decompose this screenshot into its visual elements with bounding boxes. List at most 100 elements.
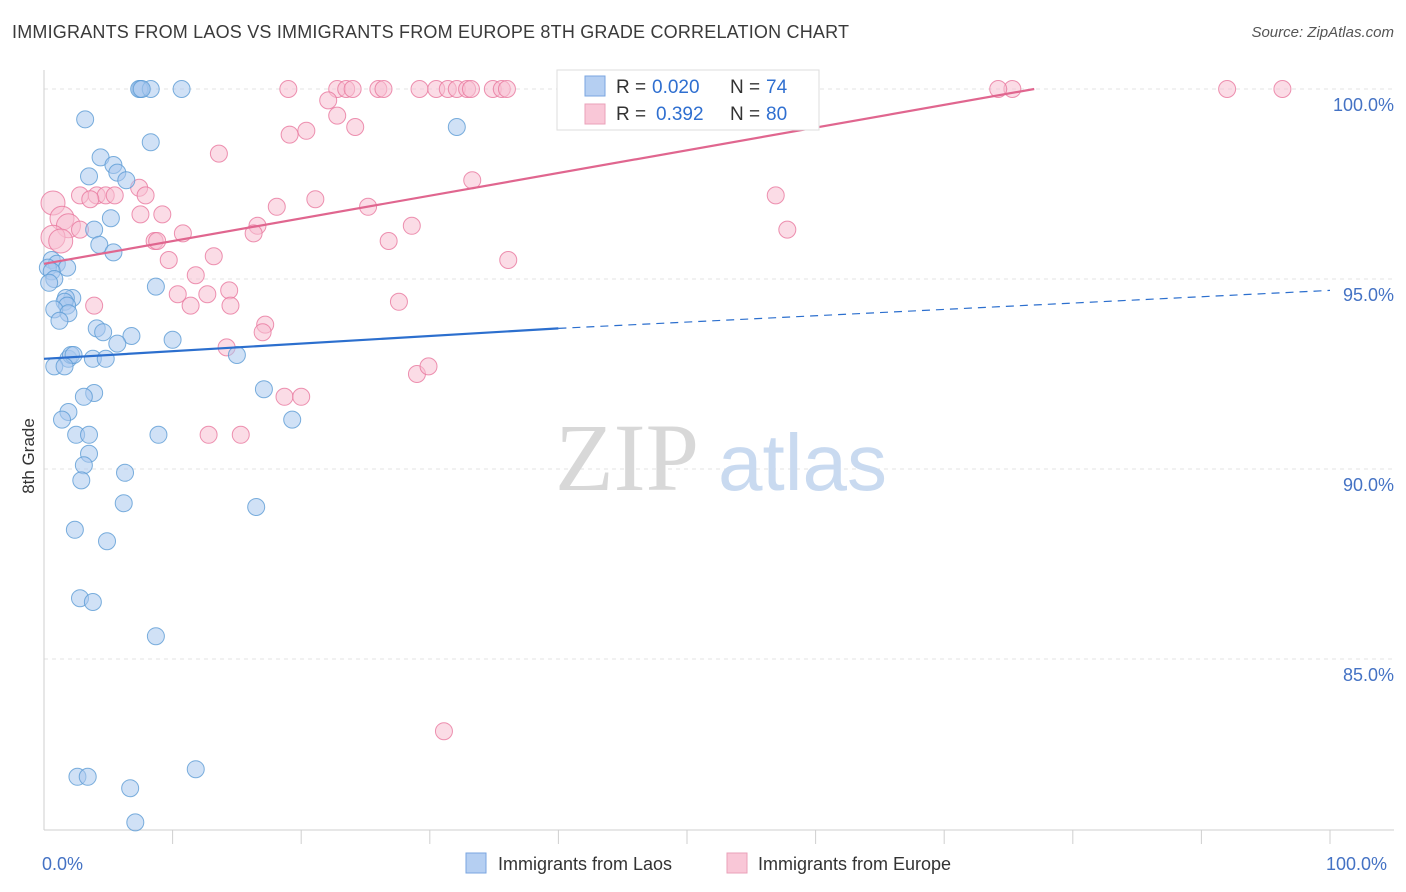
legend-n-value-europe: 80	[766, 104, 787, 125]
europe-point	[766, 186, 785, 205]
europe-point	[346, 118, 365, 136]
europe-point	[297, 121, 316, 140]
europe-point	[198, 285, 217, 304]
laos-point	[65, 520, 84, 539]
laos-point	[172, 80, 191, 98]
laos-point	[126, 813, 145, 832]
europe-point	[402, 216, 421, 235]
europe-point	[231, 425, 250, 444]
chart-title: IMMIGRANTS FROM LAOS VS IMMIGRANTS FROM …	[12, 22, 850, 42]
laos-point	[186, 760, 205, 779]
europe-point	[153, 205, 172, 224]
legend-swatch-europe	[584, 103, 606, 125]
legend-r-value-europe: 0.392	[656, 104, 704, 125]
y-axis-title: 8th Grade	[19, 418, 38, 494]
europe-point	[374, 80, 393, 98]
laos-point	[117, 171, 136, 190]
y-tick-labels: 100.0% 95.0% 90.0% 85.0%	[1333, 95, 1394, 685]
laos-point	[447, 118, 466, 136]
europe-point	[275, 387, 294, 406]
legend-r-value-laos: 0.020	[652, 77, 700, 98]
laos-point	[122, 327, 141, 345]
source-note: Source: ZipAtlas.com	[1251, 24, 1394, 41]
europe-point	[48, 228, 74, 254]
watermark-atlas: atlas	[718, 418, 887, 507]
laos-point	[98, 532, 117, 551]
laos-point	[40, 273, 59, 292]
laos-point	[80, 167, 99, 186]
europe-point	[306, 190, 325, 209]
legend-r-label-europe: R =	[616, 104, 646, 125]
laos-point	[80, 425, 99, 444]
europe-point	[778, 220, 797, 239]
series-legend-label-laos: Immigrants from Laos	[498, 854, 672, 874]
series-legend-label-europe: Immigrants from Europe	[758, 854, 951, 874]
laos-point	[85, 220, 104, 239]
laos-point	[94, 323, 113, 342]
y-tick-label: 100.0%	[1333, 95, 1394, 115]
stats-legend: R = 0.020 N = 74 R = 0.392 N = 80	[556, 69, 820, 131]
grid-lines	[44, 88, 1394, 660]
laos-point	[149, 425, 168, 444]
laos-point	[96, 349, 115, 368]
europe-point	[105, 186, 124, 205]
watermark-zip: ZIP	[555, 404, 699, 511]
europe-point	[209, 144, 228, 163]
europe-point	[989, 80, 1008, 98]
laos-point	[74, 456, 93, 475]
laos-point	[50, 311, 69, 330]
europe-point	[85, 296, 104, 315]
laos-point	[283, 410, 302, 429]
europe-point	[419, 357, 438, 376]
laos-point	[78, 767, 97, 786]
y-tick-label: 95.0%	[1343, 285, 1394, 305]
laos-points	[38, 80, 466, 832]
laos-point	[132, 80, 151, 98]
laos-point	[101, 209, 120, 228]
y-tick-label: 90.0%	[1343, 475, 1394, 495]
laos-point	[141, 133, 160, 152]
europe-point	[136, 186, 155, 205]
europe-point	[499, 251, 518, 269]
laos-point	[146, 277, 165, 296]
series-legend-swatch-europe	[726, 852, 748, 874]
laos-point	[55, 357, 74, 376]
laos-point	[247, 498, 266, 516]
europe-point	[279, 80, 298, 98]
laos-trend-line	[43, 327, 559, 360]
laos-point	[72, 471, 91, 490]
laos-point	[163, 330, 182, 349]
europe-point	[1273, 80, 1292, 98]
laos-point	[121, 779, 140, 798]
europe-point	[389, 292, 408, 311]
legend-n-label-laos: N =	[730, 77, 760, 98]
europe-trend-line	[43, 87, 1035, 265]
laos-point	[116, 463, 135, 482]
laos-point	[108, 334, 127, 353]
trend-lines	[43, 87, 1331, 360]
legend-r-label-laos: R =	[616, 77, 646, 98]
legend-n-value-laos: 74	[766, 77, 788, 98]
europe-point	[181, 296, 200, 315]
europe-point	[186, 266, 205, 285]
laos-point	[74, 387, 93, 406]
europe-point	[131, 205, 150, 224]
europe-point	[159, 251, 178, 269]
watermark: ZIP atlas	[555, 404, 887, 511]
laos-point	[114, 494, 133, 513]
europe-point	[253, 323, 272, 342]
series-legend: Immigrants from Laos Immigrants from Eur…	[465, 852, 951, 874]
europe-point	[280, 125, 299, 144]
x-tick-label-right: 100.0%	[1326, 854, 1387, 874]
europe-point	[168, 285, 187, 304]
laos-point	[76, 110, 95, 129]
europe-point	[461, 80, 480, 98]
laos-point	[83, 593, 102, 611]
legend-swatch-laos	[584, 75, 606, 97]
x-ticks	[172, 830, 1331, 844]
europe-point	[343, 80, 362, 98]
laos-point	[146, 627, 165, 646]
europe-point	[497, 80, 516, 98]
laos-point	[227, 346, 246, 364]
